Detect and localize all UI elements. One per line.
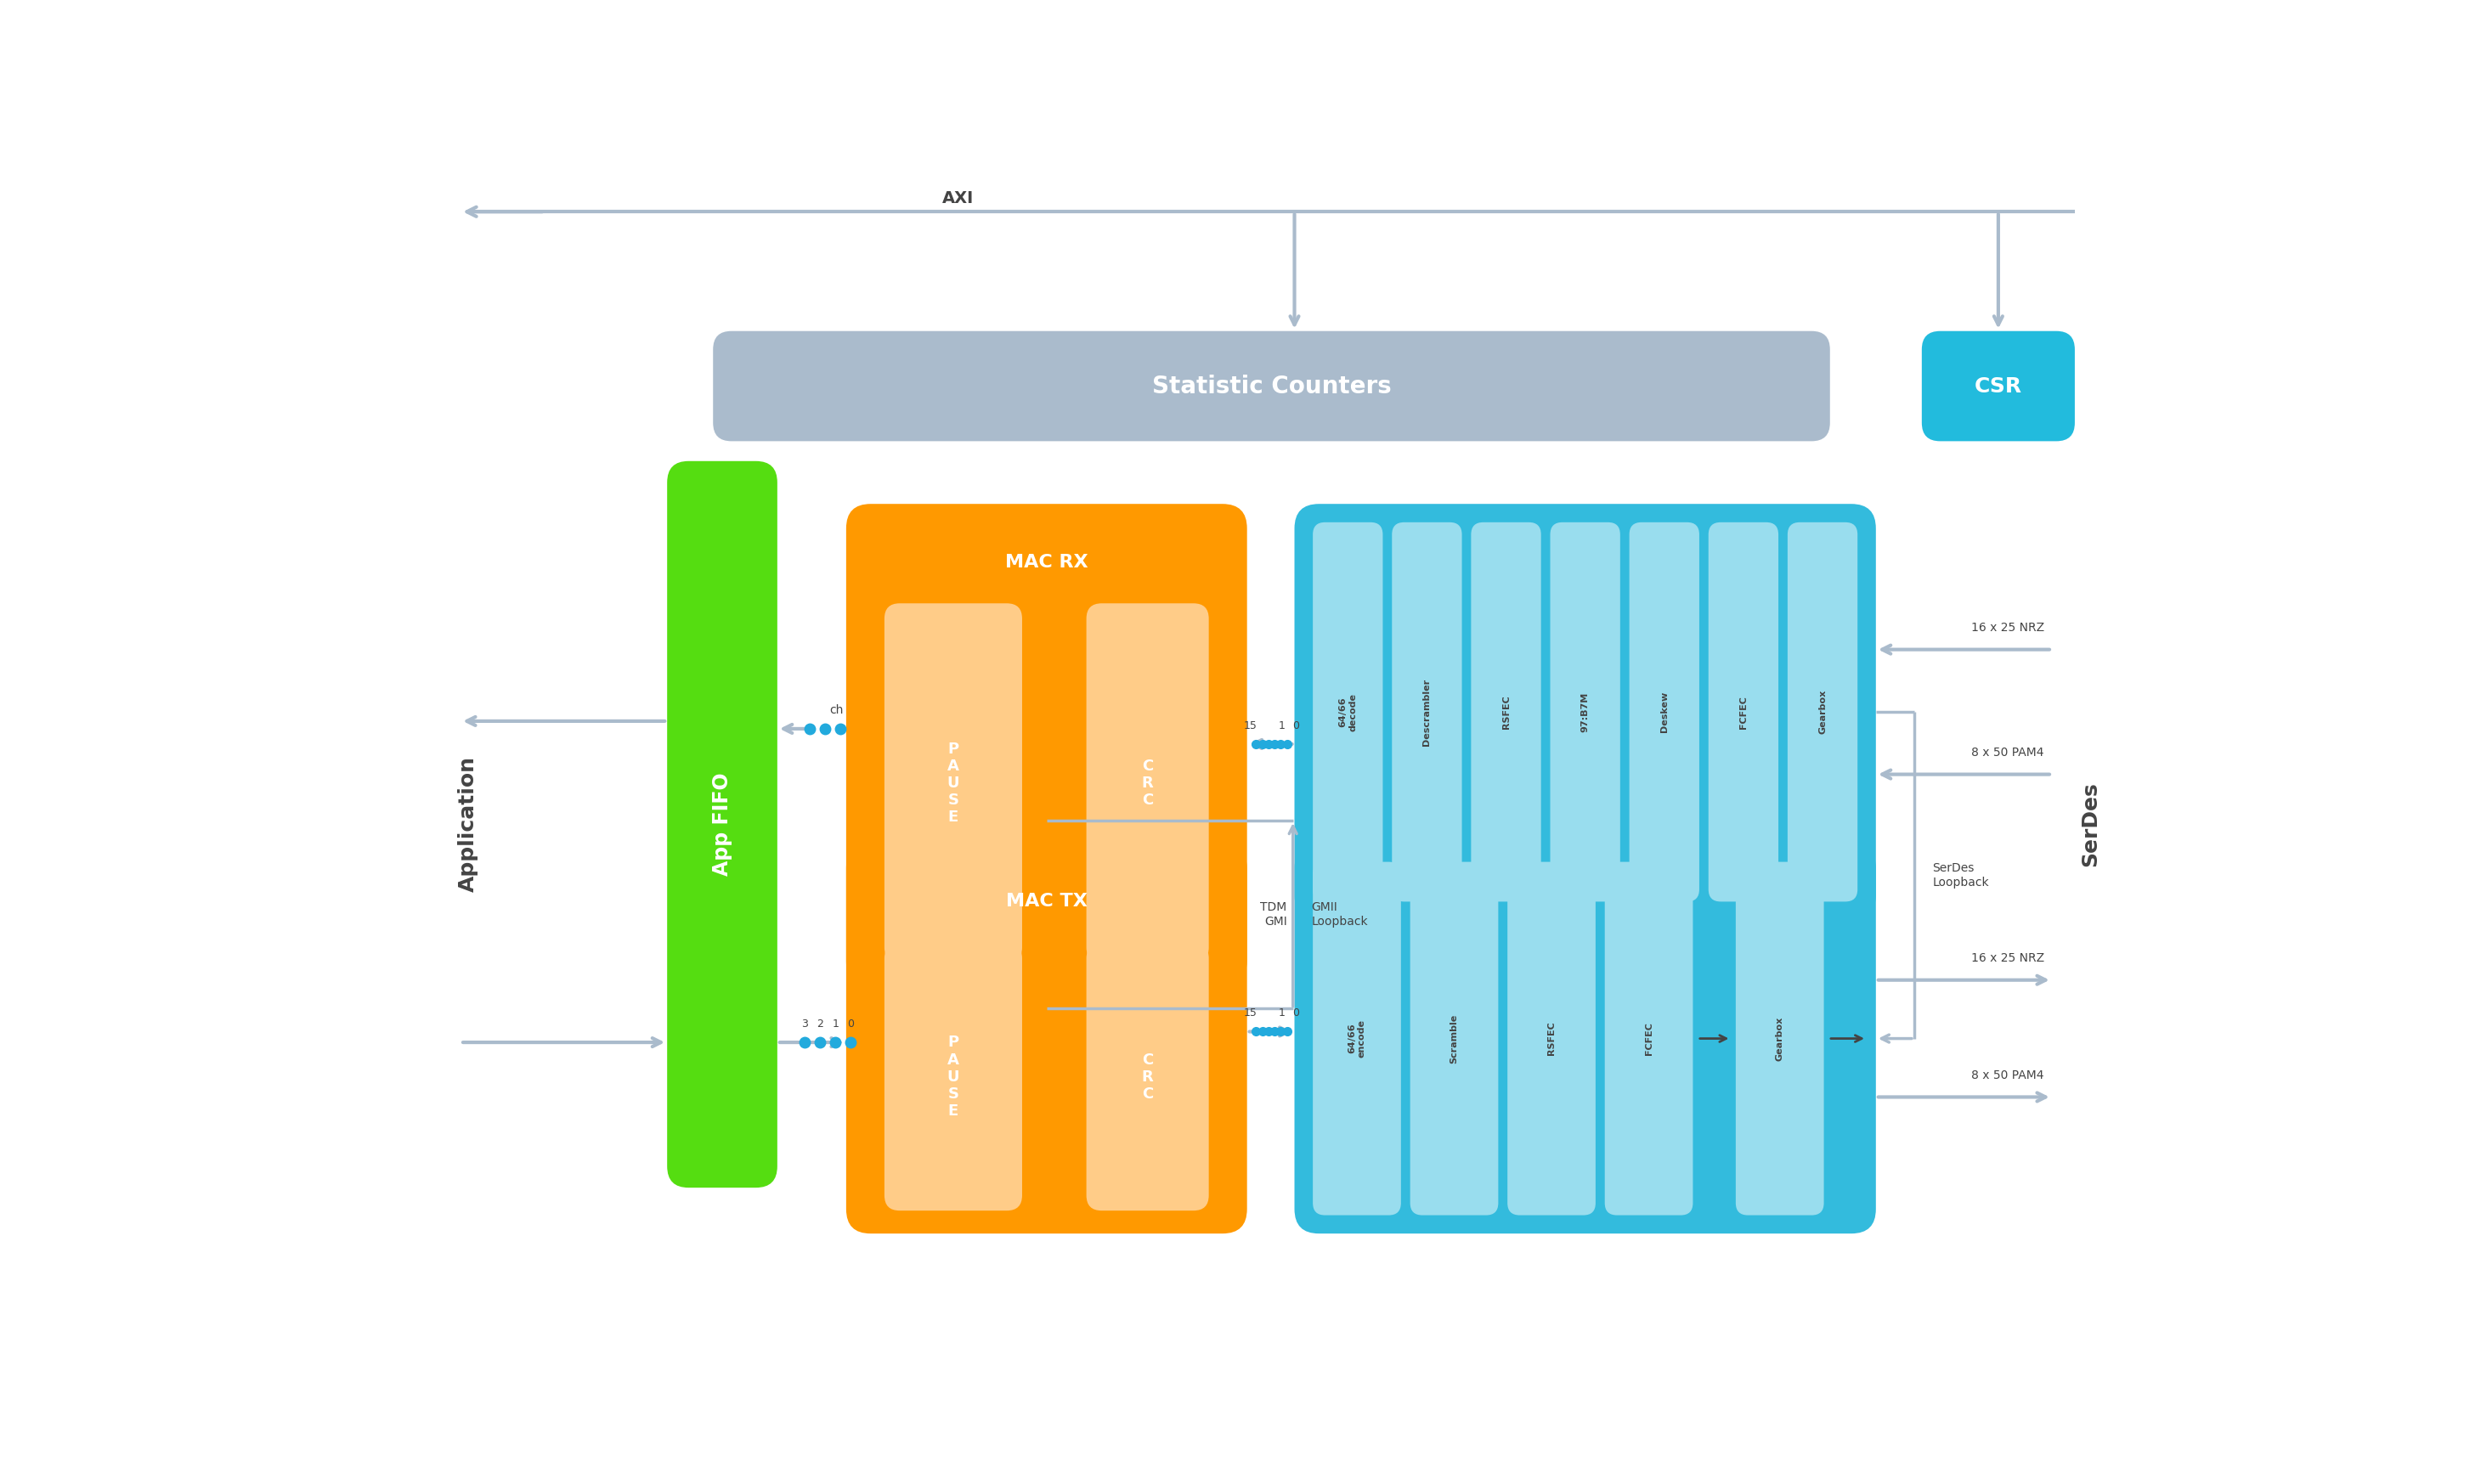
FancyBboxPatch shape	[1392, 522, 1461, 902]
FancyBboxPatch shape	[712, 331, 1831, 441]
Text: 0: 0	[849, 1018, 853, 1030]
FancyBboxPatch shape	[1295, 843, 1876, 1233]
Text: AXI: AXI	[943, 190, 973, 206]
FancyBboxPatch shape	[1737, 862, 1824, 1215]
FancyBboxPatch shape	[1295, 505, 1876, 920]
FancyBboxPatch shape	[846, 505, 1248, 985]
Text: RSFEC: RSFEC	[1501, 695, 1511, 729]
Text: P
A
U
S
E: P A U S E	[948, 1034, 960, 1119]
Text: RSFEC: RSFEC	[1548, 1021, 1556, 1055]
Text: 1: 1	[1278, 720, 1285, 732]
Text: TDM
GMI: TDM GMI	[1260, 901, 1288, 928]
Text: 0: 0	[1293, 720, 1300, 732]
Text: SerDes
Loopback: SerDes Loopback	[1933, 862, 1990, 889]
FancyBboxPatch shape	[1605, 862, 1692, 1215]
Text: SerDes: SerDes	[2079, 782, 2101, 867]
Text: C
R
C: C R C	[1141, 1052, 1154, 1101]
FancyBboxPatch shape	[1312, 522, 1382, 902]
Text: 64/66
encode: 64/66 encode	[1347, 1020, 1367, 1058]
Text: 16 x 25 NRZ: 16 x 25 NRZ	[1970, 622, 2044, 634]
Text: 1: 1	[1278, 1008, 1285, 1020]
Text: ch: ch	[829, 705, 844, 717]
Text: App FIFO: App FIFO	[712, 773, 732, 876]
Text: 0: 0	[1293, 1008, 1300, 1020]
Text: 8 x 50 PAM4: 8 x 50 PAM4	[1972, 1070, 2044, 1082]
FancyBboxPatch shape	[883, 942, 1022, 1211]
FancyBboxPatch shape	[846, 843, 1248, 1233]
FancyBboxPatch shape	[1087, 604, 1208, 963]
FancyBboxPatch shape	[883, 604, 1022, 963]
FancyBboxPatch shape	[1789, 522, 1858, 902]
Text: 1: 1	[831, 1018, 839, 1030]
Text: 16 x 25 NRZ: 16 x 25 NRZ	[1970, 953, 2044, 965]
Text: MAC TX: MAC TX	[1005, 893, 1087, 910]
Text: Gearbox: Gearbox	[1819, 690, 1826, 735]
FancyBboxPatch shape	[1630, 522, 1699, 902]
FancyBboxPatch shape	[1508, 862, 1595, 1215]
FancyBboxPatch shape	[1312, 862, 1402, 1215]
Text: Scramble: Scramble	[1449, 1014, 1459, 1063]
Text: 15: 15	[1243, 1008, 1258, 1020]
Text: 64/66
decode: 64/66 decode	[1340, 693, 1357, 732]
Text: 2: 2	[816, 1018, 824, 1030]
Text: Deskew: Deskew	[1660, 692, 1670, 733]
Text: 3: 3	[801, 1018, 809, 1030]
Text: P
A
U
S
E: P A U S E	[948, 742, 960, 825]
Text: 8 x 50 PAM4: 8 x 50 PAM4	[1972, 746, 2044, 758]
Text: Gearbox: Gearbox	[1776, 1017, 1784, 1061]
Text: FCFEC: FCFEC	[1739, 696, 1747, 729]
Text: Statistic Counters: Statistic Counters	[1151, 374, 1392, 398]
Text: Descrambler: Descrambler	[1422, 678, 1432, 745]
FancyBboxPatch shape	[1471, 522, 1541, 902]
FancyBboxPatch shape	[1709, 522, 1779, 902]
Text: FCFEC: FCFEC	[1645, 1022, 1652, 1055]
Text: 15: 15	[1243, 720, 1258, 732]
Text: MAC RX: MAC RX	[1005, 554, 1089, 570]
FancyBboxPatch shape	[1551, 522, 1620, 902]
Text: GMII
Loopback: GMII Loopback	[1312, 901, 1367, 928]
Text: 97:B7M: 97:B7M	[1580, 692, 1590, 732]
Text: Application: Application	[459, 757, 479, 892]
FancyBboxPatch shape	[667, 462, 777, 1187]
FancyBboxPatch shape	[1923, 331, 2074, 441]
Text: C
R
C: C R C	[1141, 758, 1154, 807]
FancyBboxPatch shape	[1409, 862, 1499, 1215]
FancyBboxPatch shape	[1087, 942, 1208, 1211]
Text: CSR: CSR	[1975, 375, 2022, 396]
